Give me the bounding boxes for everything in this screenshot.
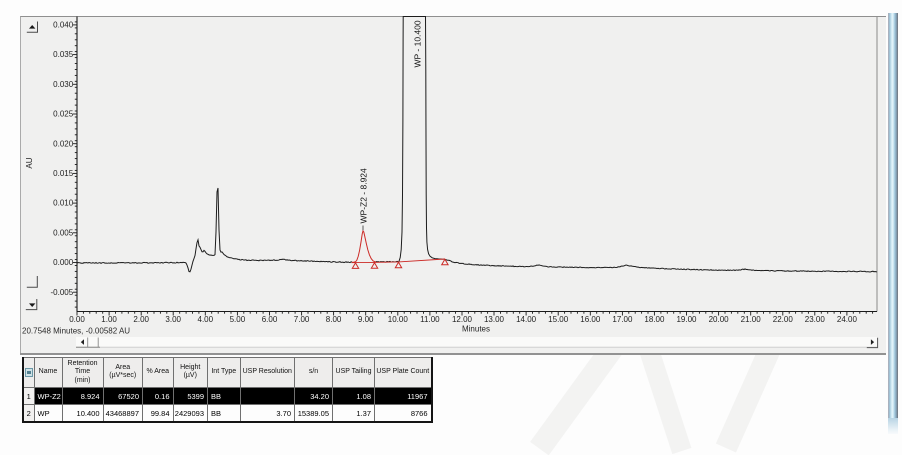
svg-text:0.035: 0.035 (53, 50, 74, 59)
svg-text:12.00: 12.00 (452, 315, 473, 324)
svg-text:24.00: 24.00 (837, 315, 858, 324)
svg-text:2.00: 2.00 (133, 315, 149, 324)
svg-text:8.00: 8.00 (326, 315, 342, 324)
svg-text:20.00: 20.00 (709, 315, 730, 324)
svg-text:0.040: 0.040 (53, 21, 74, 30)
svg-text:19.00: 19.00 (676, 315, 697, 324)
svg-text:0.020: 0.020 (53, 139, 74, 148)
svg-text:17.00: 17.00 (612, 315, 633, 324)
svg-text:16.00: 16.00 (580, 315, 601, 324)
svg-text:1.00: 1.00 (101, 315, 117, 324)
svg-text:Minutes: Minutes (462, 325, 490, 334)
svg-text:0.00: 0.00 (69, 315, 85, 324)
svg-text:0.000: 0.000 (53, 258, 74, 267)
svg-text:18.00: 18.00 (644, 315, 665, 324)
svg-text:AU: AU (25, 157, 34, 168)
svg-text:WP - 10.400: WP - 10.400 (413, 20, 423, 67)
svg-text:9.00: 9.00 (358, 315, 374, 324)
svg-text:0.015: 0.015 (53, 169, 74, 178)
svg-text:15.00: 15.00 (548, 315, 569, 324)
svg-text:13.00: 13.00 (484, 315, 505, 324)
svg-text:10.00: 10.00 (388, 315, 409, 324)
svg-text:21.00: 21.00 (741, 315, 762, 324)
svg-text:3.00: 3.00 (165, 315, 181, 324)
svg-text:5.00: 5.00 (230, 315, 246, 324)
svg-text:-0.005: -0.005 (51, 288, 74, 297)
svg-text:22.00: 22.00 (773, 315, 794, 324)
svg-text:0.005: 0.005 (53, 228, 74, 237)
svg-text:0.030: 0.030 (53, 80, 74, 89)
svg-text:4.00: 4.00 (198, 315, 214, 324)
svg-text:0.010: 0.010 (53, 199, 74, 208)
svg-text:14.00: 14.00 (516, 315, 537, 324)
svg-text:20.7548 Minutes, -0.00582 AU: 20.7548 Minutes, -0.00582 AU (22, 327, 130, 336)
svg-text:23.00: 23.00 (805, 315, 826, 324)
svg-text:7.00: 7.00 (294, 315, 310, 324)
svg-text:11.00: 11.00 (420, 315, 440, 324)
svg-text:WP-Z2 - 8.924: WP-Z2 - 8.924 (359, 168, 369, 224)
svg-text:0.025: 0.025 (53, 110, 74, 119)
svg-text:6.00: 6.00 (262, 315, 278, 324)
